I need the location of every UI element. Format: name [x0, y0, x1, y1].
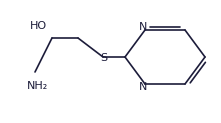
Text: S: S	[100, 53, 108, 63]
Text: HO: HO	[29, 21, 47, 31]
Text: NH₂: NH₂	[27, 81, 49, 91]
Text: N: N	[139, 22, 147, 32]
Text: N: N	[139, 82, 147, 92]
